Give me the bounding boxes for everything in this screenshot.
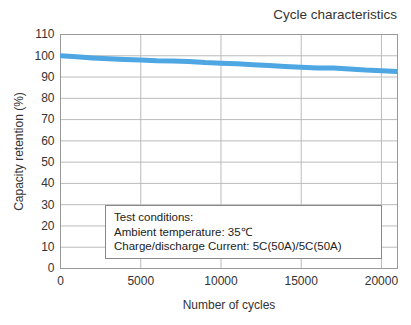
svg-text:60: 60 [41, 134, 55, 148]
html-text:Cycle characteristics: Cycle characteristics [273, 7, 397, 22]
svg-text:80: 80 [41, 91, 55, 105]
svg-text:20: 20 [41, 219, 55, 233]
svg-text:Number of cycles: Number of cycles [183, 298, 276, 312]
svg-text:40: 40 [41, 176, 55, 190]
svg-text:20000: 20000 [365, 274, 399, 288]
svg-text:70: 70 [41, 112, 55, 126]
svg-text:5000: 5000 [127, 274, 154, 288]
svg-text:10000: 10000 [204, 274, 238, 288]
svg-text:110: 110 [35, 28, 54, 41]
svg-text:100: 100 [34, 49, 54, 63]
html-text:Ambient temperature: 35℃: Ambient temperature: 35℃ [114, 225, 252, 238]
svg-text:Capacity retention (%): Capacity retention (%) [12, 92, 26, 211]
svg-text:10: 10 [41, 240, 55, 254]
svg-text:15000: 15000 [285, 274, 319, 288]
svg-text:0: 0 [57, 274, 64, 288]
svg-text:0: 0 [48, 261, 55, 275]
svg-text:90: 90 [41, 70, 55, 84]
html-text:Charge/discharge Current: 5C(5: Charge/discharge Current: 5C(50A)/5C(50A… [114, 240, 342, 252]
html-text:Test conditions:: Test conditions: [114, 211, 194, 223]
svg-text:50: 50 [41, 155, 55, 169]
svg-text:30: 30 [41, 198, 55, 212]
